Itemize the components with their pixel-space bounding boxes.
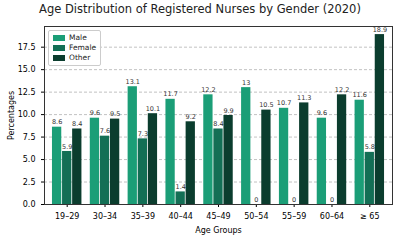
svg-text:Age Groups: Age Groups (195, 226, 242, 235)
svg-text:40–44: 40–44 (168, 212, 192, 221)
svg-text:9.6: 9.6 (317, 109, 327, 117)
svg-text:0: 0 (292, 196, 296, 204)
svg-text:8.4: 8.4 (72, 120, 82, 128)
svg-text:0: 0 (254, 196, 258, 204)
svg-text:5.0: 5.0 (23, 155, 36, 164)
svg-text:0.0: 0.0 (23, 200, 36, 209)
svg-text:17.5: 17.5 (18, 43, 36, 52)
svg-text:11.7: 11.7 (163, 90, 177, 98)
svg-text:50–54: 50–54 (244, 212, 268, 221)
svg-text:11.6: 11.6 (352, 91, 366, 99)
svg-text:9.2: 9.2 (186, 113, 196, 121)
svg-text:0: 0 (330, 196, 334, 204)
svg-text:10.0: 10.0 (18, 110, 36, 119)
svg-text:5.8: 5.8 (365, 143, 375, 151)
svg-text:5.9: 5.9 (62, 143, 72, 151)
svg-text:7.5: 7.5 (23, 133, 36, 142)
svg-text:12.2: 12.2 (335, 86, 349, 94)
svg-text:7.6: 7.6 (100, 127, 110, 135)
svg-text:11.3: 11.3 (297, 94, 311, 102)
svg-text:Percentages: Percentages (7, 91, 16, 140)
svg-text:10.5: 10.5 (259, 101, 273, 109)
svg-text:8.4: 8.4 (213, 120, 223, 128)
svg-text:55–59: 55–59 (282, 212, 306, 221)
svg-text:13: 13 (242, 79, 250, 87)
svg-text:9.6: 9.6 (90, 109, 100, 117)
svg-text:19–29: 19–29 (55, 212, 79, 221)
svg-text:10.1: 10.1 (146, 105, 160, 113)
svg-text:2.5: 2.5 (23, 178, 36, 187)
svg-text:12.5: 12.5 (18, 88, 36, 97)
svg-text:8.6: 8.6 (52, 118, 62, 126)
svg-text:13.1: 13.1 (126, 78, 140, 86)
svg-text:9.9: 9.9 (223, 107, 233, 115)
svg-text:60–64: 60–64 (320, 212, 344, 221)
html-text:Other: Other (69, 53, 91, 62)
html-text:Male: Male (69, 33, 87, 42)
html-text:Age Distribution of Registered: Age Distribution of Registered Nurses by… (39, 2, 361, 16)
svg-text:10.7: 10.7 (277, 99, 291, 107)
svg-text:12.2: 12.2 (201, 86, 215, 94)
svg-text:35–39: 35–39 (131, 212, 155, 221)
svg-text:9.5: 9.5 (110, 110, 120, 118)
svg-text:15.0: 15.0 (18, 65, 36, 74)
svg-text:1.4: 1.4 (176, 183, 186, 191)
svg-text:≥ 65: ≥ 65 (360, 212, 379, 221)
svg-text:45–49: 45–49 (206, 212, 230, 221)
html-text:Female: Female (69, 43, 97, 52)
svg-text:18.9: 18.9 (372, 25, 388, 34)
svg-text:7.3: 7.3 (138, 130, 148, 138)
svg-text:30–34: 30–34 (93, 212, 117, 221)
